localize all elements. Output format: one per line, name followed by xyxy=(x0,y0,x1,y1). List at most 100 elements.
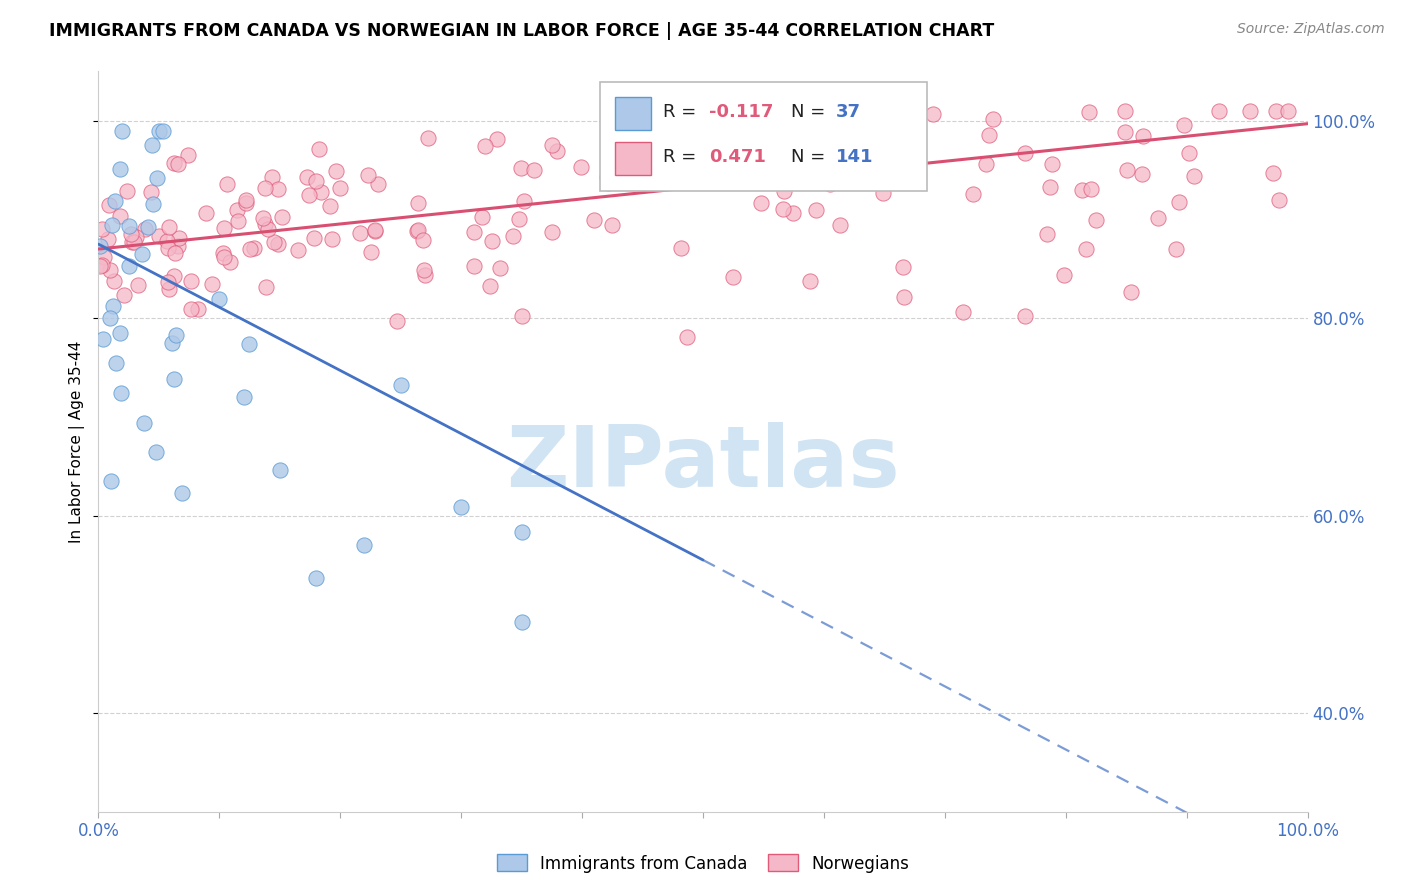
Point xyxy=(127,278,149,293)
Point xyxy=(91,331,114,345)
Point xyxy=(118,219,141,233)
Point xyxy=(103,274,125,288)
Point xyxy=(89,239,111,253)
Point xyxy=(877,162,900,177)
Point xyxy=(162,336,184,351)
Point xyxy=(163,246,186,260)
Point xyxy=(145,170,167,185)
Point xyxy=(1164,242,1187,256)
Point xyxy=(267,236,290,251)
Point xyxy=(228,214,250,228)
Point xyxy=(163,156,186,170)
Point xyxy=(89,259,111,273)
Point xyxy=(471,211,494,225)
Point xyxy=(157,276,180,290)
Point xyxy=(287,244,309,258)
Point xyxy=(169,231,191,245)
Point xyxy=(118,259,141,273)
Point xyxy=(830,218,852,232)
Point xyxy=(721,270,744,285)
Point xyxy=(232,391,254,405)
Point xyxy=(302,230,325,244)
Point xyxy=(1261,166,1284,180)
Point xyxy=(1014,145,1036,160)
Point xyxy=(269,463,291,477)
Point xyxy=(325,164,347,178)
Point xyxy=(121,235,143,250)
Point xyxy=(235,193,257,207)
Point xyxy=(319,199,342,213)
Point xyxy=(243,241,266,255)
Point xyxy=(145,445,167,459)
Point xyxy=(104,194,127,209)
Text: N =: N = xyxy=(792,103,825,121)
Point xyxy=(489,260,512,275)
Point xyxy=(305,571,328,585)
Point xyxy=(139,185,162,199)
Point xyxy=(510,615,533,629)
Point xyxy=(479,279,502,293)
Point xyxy=(263,235,285,249)
Point xyxy=(569,161,592,175)
Point xyxy=(360,245,382,260)
Point xyxy=(108,326,131,340)
Point xyxy=(596,169,619,184)
Point xyxy=(474,139,496,153)
Bar xyxy=(614,96,651,130)
Point xyxy=(194,206,217,220)
Point xyxy=(170,485,193,500)
Point xyxy=(872,186,894,200)
Point xyxy=(541,138,564,153)
Point xyxy=(952,305,974,319)
Point xyxy=(510,309,533,323)
Point xyxy=(818,177,841,191)
Point xyxy=(136,220,159,235)
Point xyxy=(1130,168,1153,182)
Point xyxy=(450,500,472,514)
Point xyxy=(141,137,163,152)
Point xyxy=(163,269,186,284)
Point xyxy=(1132,129,1154,144)
Point xyxy=(523,163,546,178)
Point xyxy=(879,160,901,174)
Point xyxy=(157,282,180,296)
Point xyxy=(103,299,125,313)
Point xyxy=(1114,125,1136,139)
Point xyxy=(1035,227,1057,241)
Point xyxy=(1208,103,1230,118)
Point xyxy=(98,198,121,212)
Point xyxy=(297,188,319,202)
Point xyxy=(166,239,188,253)
Point xyxy=(546,144,568,158)
Point xyxy=(117,184,139,198)
Point xyxy=(772,202,794,216)
Point xyxy=(329,181,352,195)
Point xyxy=(148,123,170,137)
Point xyxy=(481,235,503,249)
Point xyxy=(219,255,242,269)
Point xyxy=(97,232,120,246)
Point xyxy=(1177,146,1199,161)
Text: R =: R = xyxy=(664,103,696,121)
Point xyxy=(297,169,319,184)
Point xyxy=(155,235,177,249)
Point xyxy=(152,123,174,137)
Point xyxy=(749,196,772,211)
Point xyxy=(1265,103,1288,118)
Point xyxy=(212,250,235,264)
Point xyxy=(813,103,835,118)
Point xyxy=(1071,183,1094,197)
Point xyxy=(1040,157,1063,171)
Point xyxy=(166,157,188,171)
Point xyxy=(131,246,153,260)
Point xyxy=(651,136,673,150)
Point xyxy=(364,224,387,238)
Point xyxy=(353,538,375,552)
Point xyxy=(405,224,427,238)
Point xyxy=(962,186,984,201)
Point xyxy=(93,251,115,265)
Point xyxy=(110,386,132,401)
Point xyxy=(416,131,439,145)
Point xyxy=(212,246,235,260)
Point xyxy=(1121,285,1143,300)
